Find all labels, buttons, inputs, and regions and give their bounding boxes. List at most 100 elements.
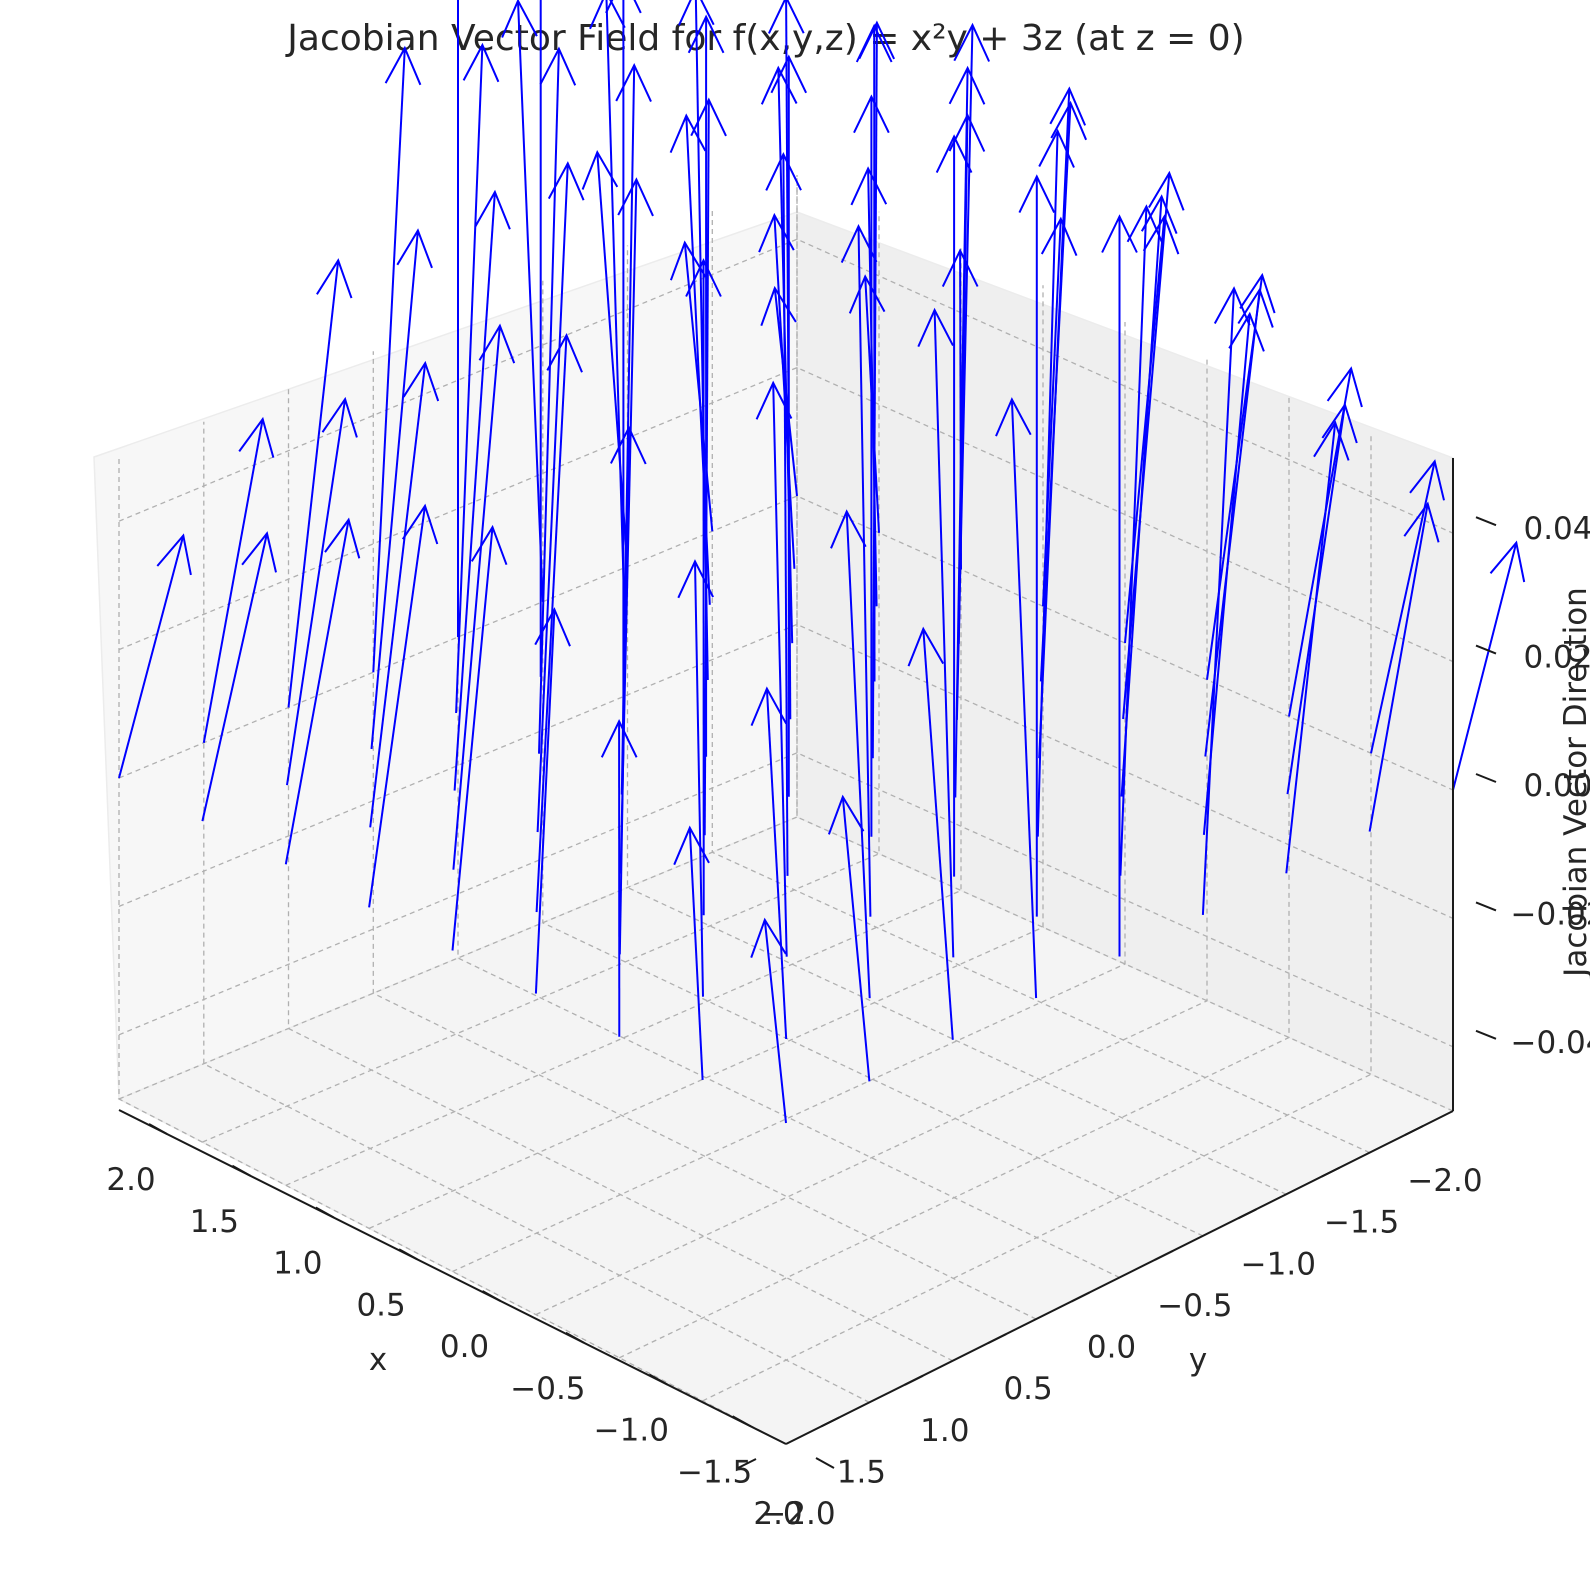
x-tick-label: 2.0 bbox=[106, 1162, 155, 1198]
vector-arrow bbox=[1036, 128, 1075, 837]
vector-shaft bbox=[782, 154, 789, 876]
vector-head bbox=[827, 794, 865, 835]
vector-head bbox=[546, 332, 583, 373]
vector-head bbox=[547, 161, 585, 201]
vector-shaft bbox=[286, 398, 347, 786]
vector-arrow bbox=[452, 323, 516, 870]
vector-head bbox=[1101, 214, 1138, 253]
vector-head bbox=[1049, 86, 1087, 126]
x-tick-label: 0.5 bbox=[356, 1287, 405, 1323]
y-tick-label: 1.0 bbox=[920, 1413, 969, 1449]
vector-arrow bbox=[372, 45, 422, 673]
z-axis-ticks: 0.04 0.02 0.00 −0.02 −0.04 bbox=[1475, 511, 1590, 1061]
gridline-y bbox=[619, 395, 1290, 1359]
vector-head bbox=[156, 533, 192, 576]
gridline-z bbox=[118, 238, 1454, 534]
vector-shaft bbox=[287, 260, 340, 708]
vector-head bbox=[678, 0, 715, 26]
y-tick-label: −0.5 bbox=[1157, 1288, 1232, 1324]
vector-shaft bbox=[535, 335, 568, 913]
vector-arrow bbox=[1018, 174, 1056, 917]
x-tick: −1.5 bbox=[677, 1415, 752, 1490]
vector-shaft bbox=[453, 191, 496, 791]
vector-head bbox=[1148, 170, 1185, 211]
vector-arrow bbox=[451, 524, 508, 951]
x-tick: −0.5 bbox=[510, 1331, 586, 1407]
y-tick: −1.5 bbox=[1321, 1166, 1399, 1241]
x-axis-ticks: 2.0 1.5 1.0 0.5 0.0 −0.5−1.0−1.5−2.0 bbox=[106, 1123, 836, 1532]
vector-arrow bbox=[690, 97, 727, 836]
z-tick: 0.04 bbox=[1475, 511, 1590, 547]
vector-arrow bbox=[1119, 204, 1164, 876]
vector-arrow bbox=[536, 161, 585, 833]
vector-arrow bbox=[1038, 86, 1087, 759]
vector-arrow bbox=[907, 626, 954, 1040]
vector-arrow bbox=[605, 0, 642, 717]
vector-arrow bbox=[539, 0, 542, 677]
vector-shaft bbox=[1010, 399, 1038, 999]
gridline-y bbox=[535, 358, 1208, 1316]
vector-shaft bbox=[857, 226, 872, 917]
vector-arrow bbox=[1368, 501, 1440, 832]
vector-head bbox=[1228, 311, 1265, 352]
vector-shaft bbox=[954, 67, 969, 798]
vector-shaft bbox=[1285, 422, 1337, 874]
vector-head bbox=[848, 274, 886, 314]
vector-arrow bbox=[830, 509, 871, 999]
x-tick: 1.5 bbox=[190, 1164, 251, 1240]
z-tick: −0.04 bbox=[1475, 1025, 1590, 1061]
y-tick-label: −1.5 bbox=[1324, 1205, 1399, 1241]
vector-head bbox=[953, 22, 991, 62]
vector-arrow bbox=[770, 54, 808, 797]
vector-shaft bbox=[1036, 130, 1059, 837]
x-tick-label: 1.0 bbox=[273, 1246, 322, 1282]
vector-head bbox=[589, 0, 626, 30]
vector-head bbox=[474, 189, 511, 230]
gridline-x bbox=[372, 351, 1037, 1320]
vector-head bbox=[478, 323, 516, 364]
chart-title: Jacobian Vector Field for f(x,y,z) = x²y… bbox=[285, 18, 1244, 59]
vector-arrow bbox=[287, 258, 353, 708]
vector-arrow bbox=[457, 0, 459, 637]
vector-arrow bbox=[677, 559, 714, 997]
vector-shaft bbox=[118, 535, 185, 779]
vector-head bbox=[1018, 174, 1056, 214]
gridline-x bbox=[542, 280, 1204, 1237]
vector-shaft bbox=[772, 382, 788, 957]
vector-head bbox=[1321, 402, 1358, 444]
vector-head bbox=[396, 228, 433, 269]
vector-head bbox=[534, 607, 571, 647]
x-axis-label: x bbox=[369, 1342, 387, 1378]
gridline-z bbox=[118, 623, 1454, 919]
y-tick-label: −2.0 bbox=[1407, 1163, 1482, 1199]
y-axis-ticks: −2.0−1.5−1.0−0.50.00.51.01.52.0 bbox=[737, 1125, 1483, 1532]
vector-arrow bbox=[286, 396, 358, 786]
vector-head bbox=[677, 559, 714, 599]
vector-arrow bbox=[673, 825, 710, 1080]
vector-head bbox=[316, 258, 353, 299]
vector-arrow bbox=[201, 531, 277, 822]
vector-arrow bbox=[610, 425, 647, 955]
z-tick: 0.02 bbox=[1475, 640, 1590, 676]
vector-shaft bbox=[763, 919, 787, 1124]
x-tick-label: 0.0 bbox=[440, 1329, 489, 1365]
vector-shaft bbox=[284, 519, 350, 865]
vector-head bbox=[941, 248, 979, 288]
vector-arrow bbox=[600, 719, 638, 1037]
vector-shaft bbox=[452, 325, 501, 870]
x-tick: 0.0 bbox=[440, 1290, 501, 1365]
vector-shaft bbox=[368, 505, 426, 908]
y-tick-label: 0.5 bbox=[1003, 1371, 1052, 1407]
vector-arrow bbox=[284, 517, 361, 865]
z-axis-label: Jacobian Vector Direction bbox=[1558, 587, 1590, 979]
vector-head bbox=[853, 94, 890, 134]
vector-head bbox=[615, 63, 652, 103]
y-tick: 0.5 bbox=[987, 1333, 1053, 1407]
y-axis-label: y bbox=[1189, 1342, 1207, 1378]
axes-3d: 2.01.51.00.50.0−0.5−1.0−1.5−2.0 −2.0−1.5… bbox=[93, 0, 1590, 1532]
x-tick-label: 1.5 bbox=[190, 1204, 239, 1240]
z-tick-label: −0.02 bbox=[1511, 896, 1590, 932]
vector-head bbox=[238, 416, 275, 458]
x-axis-line bbox=[118, 1109, 787, 1445]
